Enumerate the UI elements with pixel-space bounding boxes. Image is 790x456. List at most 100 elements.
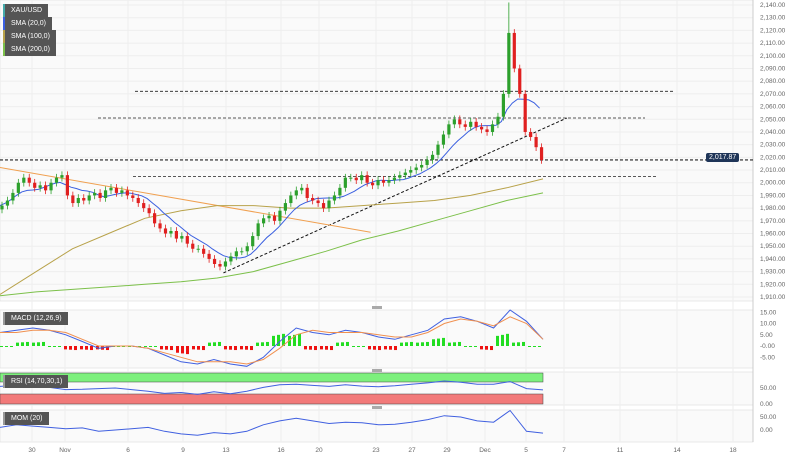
macd-histogram-bar bbox=[250, 346, 253, 351]
macd-histogram-bar bbox=[496, 335, 499, 346]
macd-histogram-bar bbox=[5, 346, 8, 347]
candle-down bbox=[125, 190, 129, 196]
macd-histogram-bar bbox=[186, 346, 189, 355]
macd-histogram-bar bbox=[58, 346, 61, 347]
candle-up bbox=[338, 187, 342, 196]
macd-histogram-bar bbox=[368, 346, 371, 350]
price-axis-label: 1,910.00 bbox=[760, 294, 786, 301]
macd-histogram-bar bbox=[42, 341, 45, 346]
price-axis-label: 2,060.00 bbox=[760, 104, 786, 111]
candle-down bbox=[485, 129, 489, 132]
macd-line bbox=[0, 309, 544, 367]
macd-histogram-bar bbox=[234, 346, 237, 351]
macd-histogram-bar bbox=[533, 346, 536, 347]
candle-down bbox=[458, 119, 462, 125]
candle-up bbox=[447, 124, 451, 135]
candle-up bbox=[278, 210, 282, 221]
legend-sma200[interactable]: SMA (200,0) bbox=[3, 43, 56, 56]
signal-line bbox=[0, 316, 544, 365]
candle-up bbox=[283, 203, 287, 211]
macd-histogram-bar bbox=[384, 346, 387, 350]
candle-up bbox=[38, 185, 42, 188]
date-axis-label: 7 bbox=[562, 447, 566, 454]
macd-histogram-bar bbox=[341, 342, 344, 346]
macd-histogram-bar bbox=[26, 341, 29, 346]
macd-axis-label: -5.00 bbox=[760, 354, 775, 361]
candle-up bbox=[360, 175, 364, 181]
rsi-axis-label: 50.00 bbox=[760, 385, 777, 392]
macd-histogram-bar bbox=[309, 346, 312, 350]
candle-up bbox=[22, 177, 26, 183]
date-axis-label: 13 bbox=[222, 447, 230, 454]
date-axis-label: 20 bbox=[315, 447, 323, 454]
candle-down bbox=[82, 197, 86, 201]
candle-down bbox=[147, 208, 151, 214]
candle-up bbox=[425, 159, 429, 165]
date-axis-label: 29 bbox=[443, 447, 451, 454]
macd-histogram-bar bbox=[32, 342, 35, 346]
candle-up bbox=[256, 223, 260, 237]
candle-up bbox=[234, 251, 238, 257]
candle-up bbox=[403, 172, 407, 176]
candle-down bbox=[153, 213, 157, 224]
macd-histogram-bar bbox=[85, 346, 88, 350]
macd-histogram-bar bbox=[21, 342, 24, 346]
macd-histogram-bar bbox=[352, 346, 355, 347]
candle-down bbox=[174, 230, 178, 239]
macd-histogram-bar bbox=[288, 335, 291, 346]
candle-up bbox=[251, 236, 255, 247]
candle-down bbox=[142, 203, 146, 209]
macd-histogram-bar bbox=[314, 346, 317, 351]
legend-sma20[interactable]: SMA (20,0) bbox=[3, 17, 53, 30]
price-axis-label: 2,010.00 bbox=[760, 167, 786, 174]
legend-mom[interactable]: MOM (20) bbox=[3, 412, 49, 425]
pane-resize-handle[interactable] bbox=[372, 306, 382, 309]
trendline bbox=[223, 117, 568, 274]
date-axis-label: 16 bbox=[277, 447, 285, 454]
current-price-tag: 2,017.87 bbox=[706, 153, 740, 162]
pane-resize-handle[interactable] bbox=[372, 406, 382, 409]
price-axis-label: 1,930.00 bbox=[760, 269, 786, 276]
candle-up bbox=[103, 190, 108, 198]
price-axis-label: 2,070.00 bbox=[760, 91, 786, 98]
rsi-axis-label: 0.00 bbox=[760, 401, 773, 408]
macd-histogram-bar bbox=[181, 346, 184, 354]
macd-histogram-bar bbox=[432, 339, 435, 346]
candle-down bbox=[518, 68, 522, 94]
candle-up bbox=[436, 144, 440, 155]
macd-histogram-bar bbox=[528, 346, 531, 347]
rsi-oversold-zone bbox=[0, 393, 544, 405]
macd-histogram-bar bbox=[149, 346, 152, 347]
candle-up bbox=[300, 187, 304, 191]
legend-rsi[interactable]: RSI (14,70,30,1) bbox=[3, 375, 69, 388]
candle-up bbox=[87, 195, 91, 201]
candle-up bbox=[54, 177, 59, 183]
macd-histogram-bar bbox=[53, 346, 56, 347]
macd-histogram-bar bbox=[197, 346, 200, 350]
candle-down bbox=[321, 203, 326, 209]
price-axis-label: 1,920.00 bbox=[760, 281, 786, 288]
legend-macd[interactable]: MACD (12,26,9) bbox=[3, 312, 68, 325]
price-axis-label: 2,080.00 bbox=[760, 78, 786, 85]
legend-symbol[interactable]: XAU/USD bbox=[3, 4, 49, 17]
macd-histogram-bar bbox=[421, 342, 424, 346]
candle-up bbox=[16, 182, 20, 193]
legend-sma100[interactable]: SMA (100,0) bbox=[3, 30, 56, 43]
candle-up bbox=[49, 182, 53, 191]
macd-histogram-bar bbox=[213, 342, 216, 346]
mom-axis-label: 0.00 bbox=[760, 427, 773, 434]
candle-up bbox=[327, 200, 331, 209]
candle-down bbox=[371, 182, 375, 186]
candle-up bbox=[496, 116, 500, 125]
macd-histogram-bar bbox=[416, 342, 419, 346]
candle-down bbox=[354, 177, 358, 181]
macd-histogram-bar bbox=[373, 346, 376, 350]
date-axis-label: 18 bbox=[729, 447, 737, 454]
macd-histogram-bar bbox=[325, 346, 328, 350]
momentum-line bbox=[0, 409, 544, 436]
pane-resize-handle[interactable] bbox=[372, 369, 382, 372]
price-axis-label: 2,030.00 bbox=[760, 142, 786, 149]
macd-histogram-bar bbox=[426, 341, 429, 346]
